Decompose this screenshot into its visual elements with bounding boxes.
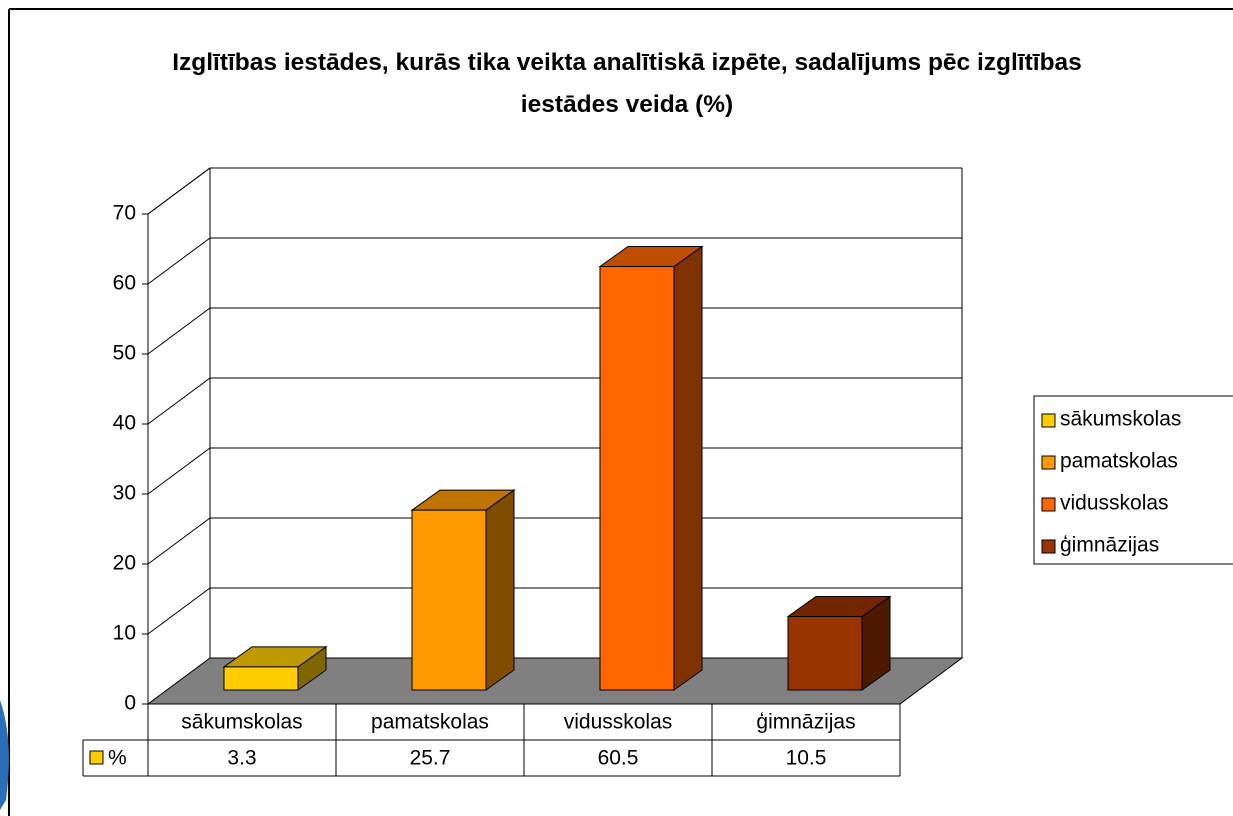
page: {"chart_data": {"type": "bar", "title": … (0, 0, 1233, 816)
legend-key (1042, 456, 1055, 469)
y-tick-label: 30 (113, 482, 136, 505)
grid-line (148, 378, 962, 424)
x-tick-label: vidusskolas (564, 711, 673, 734)
legend-key (1042, 414, 1055, 427)
legend-label: vidusskolas (1060, 492, 1169, 515)
x-tick-label: pamatskolas (371, 711, 489, 734)
table-row-header: % (108, 747, 127, 770)
table-value: 60.5 (598, 747, 639, 770)
bar-front (600, 267, 674, 691)
grid-line (148, 448, 962, 494)
bar-front (788, 617, 862, 691)
bar-side (674, 247, 702, 691)
y-tick-label: 10 (113, 622, 136, 645)
legend-key (1042, 540, 1055, 553)
y-tick-label: 0 (124, 692, 136, 715)
x-tick-label: sākumskolas (181, 711, 302, 734)
x-tick-label: ģimnāzijas (756, 711, 855, 734)
legend-key (90, 751, 103, 764)
bar-front (412, 510, 486, 690)
legend-label: pamatskolas (1060, 450, 1178, 473)
bar-front (224, 667, 298, 690)
legend-label: ģimnāzijas (1060, 534, 1159, 557)
grid-line (148, 168, 962, 214)
table-value: 10.5 (786, 747, 827, 770)
grid-line (148, 238, 962, 284)
legend-key (1042, 498, 1055, 511)
bar-side (486, 490, 514, 690)
y-tick-label: 50 (113, 342, 136, 365)
grid-line (148, 308, 962, 354)
table-value: 3.3 (227, 747, 256, 770)
y-tick-label: 60 (113, 272, 136, 295)
bar (412, 490, 514, 690)
grid-line (148, 518, 962, 564)
y-tick-label: 70 (113, 202, 136, 225)
chart-title: Izglītības iestādes, kurās tika veikta a… (147, 42, 1107, 126)
table-value: 25.7 (410, 747, 451, 770)
y-tick-label: 40 (113, 412, 136, 435)
decoration (0, 700, 9, 810)
bar (600, 247, 702, 691)
legend-label: sākumskolas (1060, 408, 1181, 431)
bar (788, 597, 890, 691)
y-tick-label: 20 (113, 552, 136, 575)
